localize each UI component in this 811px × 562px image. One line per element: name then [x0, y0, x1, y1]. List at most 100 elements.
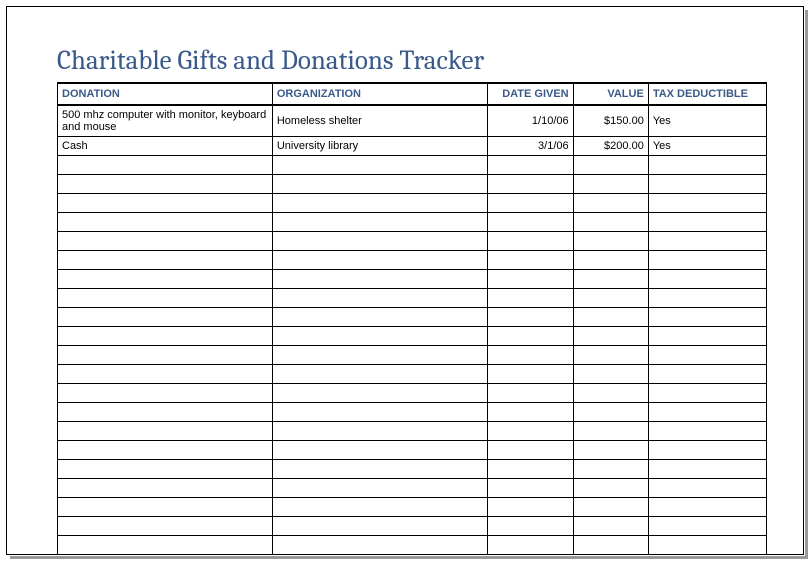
cell-empty [487, 460, 573, 479]
header-tax-deductible: TAX DEDUCTIBLE [648, 83, 766, 105]
cell-empty [648, 365, 766, 384]
cell-value: $150.00 [573, 105, 648, 137]
cell-empty [272, 308, 487, 327]
cell-empty [272, 270, 487, 289]
table-row-empty [58, 536, 767, 555]
cell-tax-deductible: Yes [648, 137, 766, 156]
table-row-empty [58, 422, 767, 441]
cell-empty [487, 346, 573, 365]
cell-donation: 500 mhz computer with monitor, keyboard … [58, 105, 273, 137]
cell-empty [487, 536, 573, 555]
cell-empty [573, 422, 648, 441]
donations-table: DONATION ORGANIZATION DATE GIVEN VALUE T… [57, 82, 767, 555]
cell-empty [573, 536, 648, 555]
cell-empty [272, 403, 487, 422]
table-row-empty [58, 403, 767, 422]
cell-empty [58, 308, 273, 327]
table-body: 500 mhz computer with monitor, keyboard … [58, 105, 767, 555]
cell-donation: Cash [58, 137, 273, 156]
cell-empty [573, 346, 648, 365]
cell-empty [648, 536, 766, 555]
header-organization: ORGANIZATION [272, 83, 487, 105]
page-container: Charitable Gifts and Donations Tracker D… [6, 6, 804, 555]
cell-empty [487, 251, 573, 270]
cell-empty [58, 403, 273, 422]
cell-organization: University library [272, 137, 487, 156]
cell-empty [573, 327, 648, 346]
cell-value: $200.00 [573, 137, 648, 156]
cell-empty [272, 251, 487, 270]
cell-empty [648, 270, 766, 289]
cell-empty [487, 156, 573, 175]
cell-empty [487, 194, 573, 213]
table-row: 500 mhz computer with monitor, keyboard … [58, 105, 767, 137]
cell-empty [648, 479, 766, 498]
cell-empty [272, 175, 487, 194]
cell-empty [573, 460, 648, 479]
cell-empty [648, 175, 766, 194]
cell-empty [272, 156, 487, 175]
table-row-empty [58, 232, 767, 251]
cell-empty [573, 156, 648, 175]
cell-empty [58, 441, 273, 460]
cell-empty [573, 365, 648, 384]
table-row-empty [58, 289, 767, 308]
cell-empty [648, 327, 766, 346]
page-shadow-bottom [10, 556, 808, 559]
cell-empty [58, 384, 273, 403]
cell-date-given: 3/1/06 [487, 137, 573, 156]
cell-empty [58, 213, 273, 232]
cell-empty [58, 346, 273, 365]
page-title: Charitable Gifts and Donations Tracker [57, 45, 767, 76]
cell-empty [272, 194, 487, 213]
table-row-empty [58, 479, 767, 498]
table-header-row: DONATION ORGANIZATION DATE GIVEN VALUE T… [58, 83, 767, 105]
cell-empty [648, 213, 766, 232]
table-row-empty [58, 346, 767, 365]
cell-empty [272, 422, 487, 441]
cell-empty [573, 213, 648, 232]
cell-empty [648, 346, 766, 365]
cell-empty [573, 403, 648, 422]
table-row-empty [58, 327, 767, 346]
cell-empty [272, 460, 487, 479]
cell-empty [573, 479, 648, 498]
table-row-empty [58, 175, 767, 194]
cell-empty [487, 308, 573, 327]
cell-empty [272, 289, 487, 308]
cell-empty [58, 251, 273, 270]
header-donation: DONATION [58, 83, 273, 105]
cell-empty [272, 213, 487, 232]
cell-empty [487, 441, 573, 460]
cell-empty [487, 232, 573, 251]
cell-empty [272, 384, 487, 403]
table-row-empty [58, 270, 767, 289]
cell-empty [58, 194, 273, 213]
cell-empty [487, 422, 573, 441]
cell-empty [272, 232, 487, 251]
cell-empty [573, 175, 648, 194]
cell-empty [648, 498, 766, 517]
cell-empty [58, 156, 273, 175]
cell-empty [648, 308, 766, 327]
cell-empty [272, 346, 487, 365]
table-row-empty [58, 156, 767, 175]
table-row-empty [58, 498, 767, 517]
cell-empty [272, 441, 487, 460]
cell-tax-deductible: Yes [648, 105, 766, 137]
table-row-empty [58, 251, 767, 270]
page-shadow-right [805, 10, 808, 559]
cell-empty [58, 175, 273, 194]
table-row-empty [58, 213, 767, 232]
cell-empty [487, 384, 573, 403]
table-row-empty [58, 384, 767, 403]
cell-empty [573, 289, 648, 308]
cell-empty [648, 403, 766, 422]
table-row-empty [58, 308, 767, 327]
cell-empty [573, 194, 648, 213]
cell-empty [272, 479, 487, 498]
cell-empty [648, 441, 766, 460]
cell-empty [487, 403, 573, 422]
table-row-empty [58, 441, 767, 460]
cell-empty [487, 270, 573, 289]
